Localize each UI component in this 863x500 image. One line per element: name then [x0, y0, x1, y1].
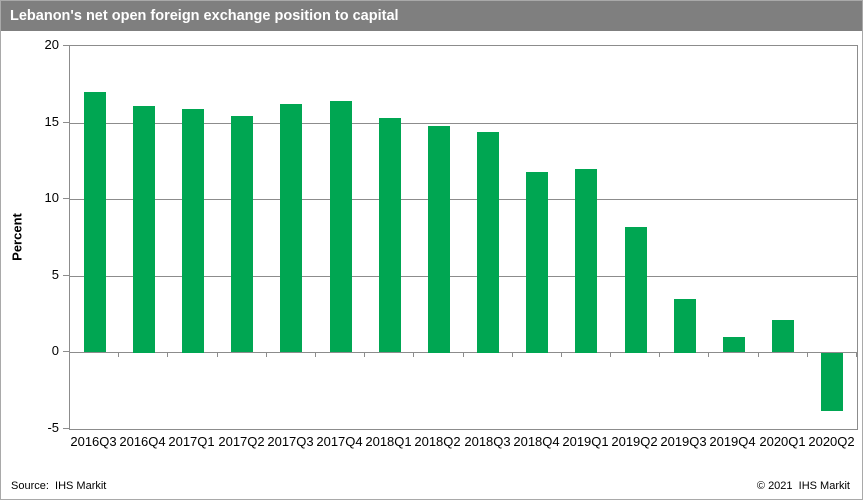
bar-2016Q3	[84, 92, 106, 352]
gridline-5	[70, 276, 857, 277]
y-tick-label: 20	[44, 37, 59, 52]
x-tick-label: 2019Q4	[709, 434, 756, 449]
x-tick-label: 2018Q3	[464, 434, 511, 449]
y-axis-tick-mark	[63, 428, 69, 429]
category-tick-mark	[463, 352, 464, 357]
category-tick-mark	[266, 352, 267, 357]
bar-2019Q4	[723, 337, 745, 352]
x-tick-label: 2016Q4	[119, 434, 166, 449]
bar-2017Q1	[182, 109, 204, 353]
bar-2019Q1	[575, 169, 597, 353]
category-tick-mark	[364, 352, 365, 357]
y-axis-tick-mark	[63, 198, 69, 199]
x-axis-labels: 2016Q3 2016Q4 2017Q1 2017Q2 2017Q3 2017Q4 2018…	[69, 434, 858, 452]
category-tick-mark	[167, 352, 168, 357]
bar-2016Q4	[133, 106, 155, 353]
bar-2020Q1	[772, 320, 794, 352]
x-tick-label: 2019Q2	[611, 434, 658, 449]
y-axis-tick-mark	[63, 275, 69, 276]
chart-title: Lebanon's net open foreign exchange posi…	[1, 1, 862, 31]
x-tick-label: 2017Q3	[267, 434, 314, 449]
x-tick-label: 2019Q1	[562, 434, 609, 449]
category-tick-mark	[610, 352, 611, 357]
bar-2017Q4	[330, 101, 352, 352]
category-tick-mark	[807, 352, 808, 357]
plot-area	[69, 45, 858, 430]
y-tick-label: 0	[51, 343, 59, 358]
bar-2018Q2	[428, 126, 450, 353]
bar-2018Q3	[477, 132, 499, 353]
source-note: Source: IHS Markit	[11, 480, 107, 492]
y-axis-tick-mark	[63, 45, 69, 46]
y-axis-tick-mark	[63, 122, 69, 123]
bar-2017Q3	[280, 104, 302, 352]
x-tick-label: 2018Q1	[365, 434, 412, 449]
category-tick-mark	[217, 352, 218, 357]
y-tick-label: -5	[47, 420, 59, 435]
gridline-15	[70, 123, 857, 124]
bar-2020Q2	[821, 353, 843, 411]
x-tick-label: 2018Q2	[414, 434, 461, 449]
category-tick-mark	[413, 352, 414, 357]
category-tick-mark	[708, 352, 709, 357]
copyright-note: © 2021 IHS Markit	[756, 480, 850, 492]
y-axis-tick-mark	[63, 351, 69, 352]
category-tick-mark	[118, 352, 119, 357]
category-tick-mark	[561, 352, 562, 357]
x-tick-label: 2016Q3	[70, 434, 117, 449]
x-tick-label: 2020Q1	[759, 434, 806, 449]
x-tick-label: 2019Q3	[660, 434, 707, 449]
x-tick-label: 2017Q2	[218, 434, 265, 449]
x-tick-label: 2018Q4	[513, 434, 560, 449]
bar-2019Q2	[625, 227, 647, 353]
bar-2018Q1	[379, 118, 401, 352]
x-tick-label: 2020Q2	[808, 434, 855, 449]
y-tick-label: 15	[44, 114, 59, 129]
x-tick-label: 2017Q1	[168, 434, 215, 449]
category-tick-mark	[758, 352, 759, 357]
category-tick-mark	[315, 352, 316, 357]
y-axis-title: Percent	[9, 213, 25, 261]
category-tick-mark	[856, 352, 857, 357]
bar-2019Q3	[674, 299, 696, 353]
gridline-10	[70, 199, 857, 200]
category-tick-mark	[659, 352, 660, 357]
y-tick-label: 5	[51, 267, 59, 282]
x-tick-label: 2017Q4	[316, 434, 363, 449]
bar-2017Q2	[231, 116, 253, 352]
category-tick-mark	[512, 352, 513, 357]
bar-2018Q4	[526, 172, 548, 353]
y-tick-label: 10	[44, 190, 59, 205]
